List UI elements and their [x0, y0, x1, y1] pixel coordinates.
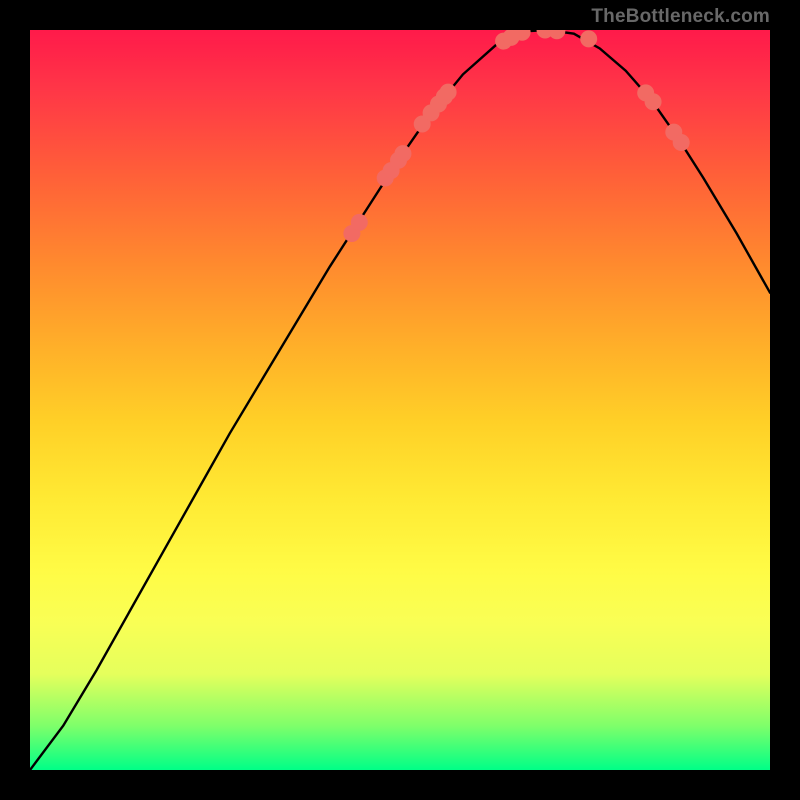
- marker-point: [351, 214, 367, 230]
- chart-svg: [30, 30, 770, 770]
- marker-point: [673, 134, 689, 150]
- plot-area: [30, 30, 770, 770]
- marker-point: [395, 146, 411, 162]
- marker-point: [581, 31, 597, 47]
- bottleneck-curve: [30, 30, 770, 770]
- marker-point: [549, 30, 565, 39]
- watermark-text: TheBottleneck.com: [591, 6, 770, 28]
- curve-markers: [344, 30, 689, 242]
- marker-point: [440, 84, 456, 100]
- marker-point: [645, 94, 661, 110]
